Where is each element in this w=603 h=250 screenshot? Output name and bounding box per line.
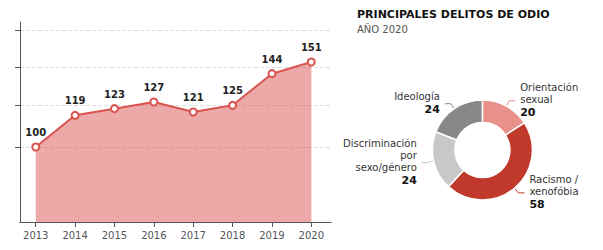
svg-text:20: 20: [520, 106, 536, 119]
svg-text:100: 100: [25, 127, 46, 138]
svg-text:123: 123: [104, 89, 125, 100]
svg-text:Racismo /: Racismo /: [529, 174, 578, 185]
svg-text:121: 121: [183, 92, 204, 103]
svg-text:2018: 2018: [220, 230, 245, 241]
svg-text:2019: 2019: [259, 230, 284, 241]
svg-text:2020: 2020: [299, 230, 324, 241]
svg-text:por: por: [400, 150, 417, 161]
svg-text:Ideología: Ideología: [394, 91, 440, 102]
svg-text:127: 127: [143, 82, 164, 93]
svg-text:AÑO 2020: AÑO 2020: [357, 23, 408, 35]
svg-text:2014: 2014: [62, 230, 87, 241]
svg-text:125: 125: [222, 85, 243, 96]
svg-text:sexo/género: sexo/género: [356, 162, 417, 173]
svg-text:24: 24: [401, 174, 417, 187]
svg-text:Orientación: Orientación: [520, 82, 578, 93]
svg-text:PRINCIPALES DELITOS DE ODIO: PRINCIPALES DELITOS DE ODIO: [357, 8, 550, 21]
svg-text:119: 119: [65, 95, 86, 106]
svg-text:2016: 2016: [141, 230, 166, 241]
svg-text:151: 151: [301, 42, 322, 53]
svg-text:144: 144: [262, 54, 283, 65]
svg-text:24: 24: [425, 103, 441, 116]
svg-text:58: 58: [529, 198, 544, 211]
svg-text:Discriminación: Discriminación: [343, 138, 417, 149]
svg-text:2013: 2013: [23, 230, 48, 241]
svg-text:sexual: sexual: [520, 94, 552, 105]
svg-text:2017: 2017: [180, 230, 205, 241]
svg-text:2015: 2015: [102, 230, 127, 241]
svg-text:xenofóbia: xenofóbia: [529, 186, 578, 197]
